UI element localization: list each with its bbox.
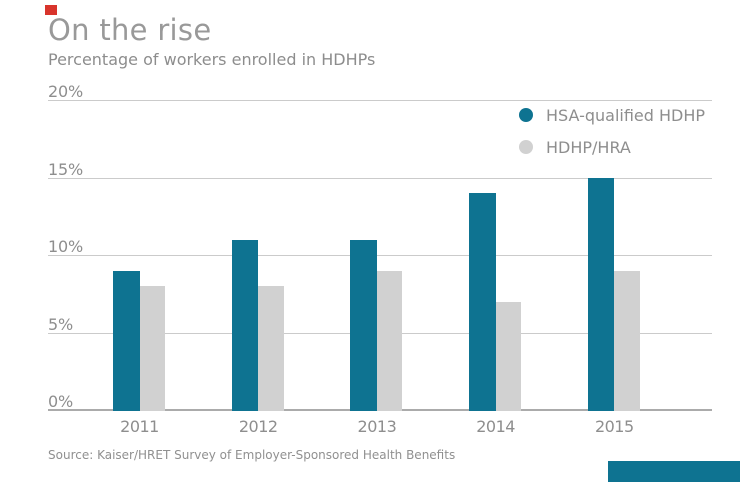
chart-subtitle: Percentage of workers enrolled in HDHPs: [48, 50, 376, 69]
legend-item-hsa-qualified-hdhp: HSA-qualified HDHP: [519, 105, 706, 125]
legend-label-hsa: HSA-qualified HDHP: [546, 105, 706, 125]
y-axis-tick-15%: 15%: [48, 159, 83, 179]
y-axis-tick-5%: 5%: [48, 314, 73, 334]
gridline-20%: [48, 100, 712, 101]
bar-hra-2011: [139, 286, 165, 411]
gridline-15%: [48, 177, 712, 179]
bar-hsa-2013: [350, 239, 377, 411]
bar-hsa-2014: [469, 193, 496, 411]
x-axis-tick-2012: 2012: [238, 417, 278, 436]
source-attribution: Source: Kaiser/HRET Survey of Employer-S…: [48, 448, 456, 462]
x-axis-tick-2011: 2011: [120, 417, 159, 436]
bar-hsa-2015: [587, 177, 615, 411]
gridline-10%: [48, 255, 712, 256]
bar-hra-2013: [376, 270, 403, 411]
brand-red-square: [45, 5, 57, 15]
y-axis-tick-20%: 20%: [48, 82, 83, 101]
bar-hra-2015: [614, 270, 640, 411]
legend-item-hdhp-hra: HDHP/HRA: [519, 137, 631, 157]
bar-hsa-2011: [113, 270, 140, 411]
bar-hra-2014: [495, 301, 522, 411]
y-axis-tick-0%: 0%: [48, 392, 73, 411]
x-axis-tick-2014: 2014: [476, 417, 515, 436]
legend-dot-hra-icon: [519, 140, 533, 154]
bar-hsa-2012: [231, 239, 259, 411]
legend-dot-hsa-icon: [519, 108, 533, 122]
x-axis-tick-2015: 2015: [594, 417, 634, 436]
bar-hra-2012: [258, 286, 284, 411]
x-axis-tick-2013: 2013: [357, 417, 397, 436]
legend-label-hra: HDHP/HRA: [546, 137, 631, 157]
chart-title: On the rise: [48, 13, 212, 47]
brand-teal-block: [608, 461, 740, 482]
y-axis-tick-10%: 10%: [48, 237, 83, 256]
